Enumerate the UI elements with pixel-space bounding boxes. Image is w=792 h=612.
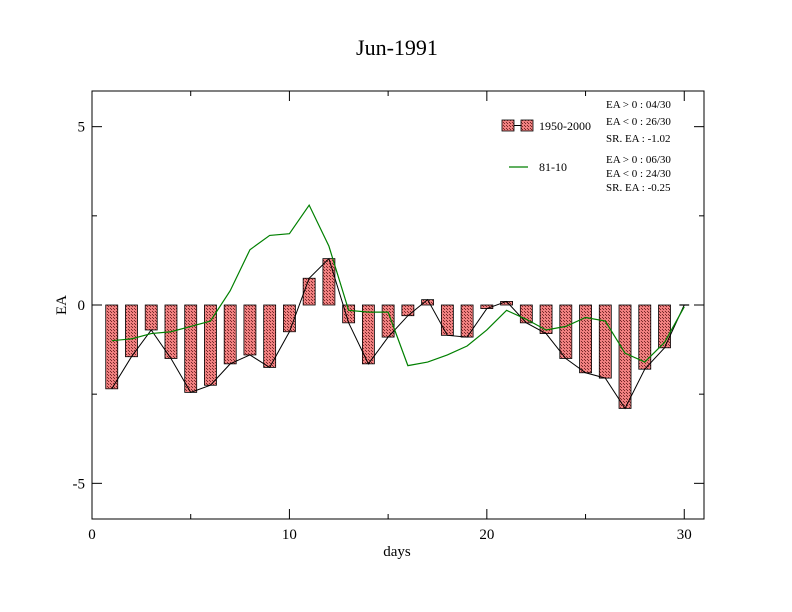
stats-bars: EA > 0 : 04/30 EA < 0 : 26/30 SR. EA : -… <box>606 99 671 145</box>
x-tick-label: 0 <box>88 527 96 543</box>
bar-day-18 <box>440 304 454 336</box>
bar-day-9 <box>263 304 277 368</box>
bar-day-7 <box>223 304 237 365</box>
chart-title: Jun-1991 <box>356 35 438 60</box>
bar-day-24 <box>559 304 573 359</box>
legend-entry-bars: 1950-2000 <box>501 119 591 133</box>
bar-day-12 <box>322 258 336 306</box>
bar-day-22 <box>519 304 533 324</box>
stat-line: EA > 0 : 04/30 <box>606 99 671 111</box>
stat-line: EA < 0 : 24/30 <box>606 168 671 180</box>
stat-line: EA > 0 : 06/30 <box>606 154 671 166</box>
x-axis-label: days <box>383 544 411 560</box>
y-axis-label: EA <box>54 295 70 315</box>
bar-day-6 <box>204 304 217 386</box>
x-tick-label: 20 <box>479 527 494 543</box>
bar-day-27 <box>618 304 632 409</box>
green-series-line <box>111 203 685 367</box>
bar-day-8 <box>243 304 257 356</box>
bar-day-26 <box>598 304 612 379</box>
bar-day-10 <box>283 304 296 333</box>
stats-line: EA > 0 : 06/30 EA < 0 : 24/30 SR. EA : -… <box>606 154 671 194</box>
bar-day-19 <box>460 304 474 338</box>
legend: 1950-2000 81-10 EA > 0 : 04/30 EA < 0 : … <box>501 99 671 194</box>
bar-day-5 <box>184 304 198 393</box>
bar-series <box>105 258 671 409</box>
legend-bar-swatch-right <box>520 119 534 132</box>
legend-entry-line: 81-10 <box>509 160 567 174</box>
bar-day-16 <box>401 304 415 317</box>
x-tick-label: 30 <box>677 527 692 543</box>
stat-line: SR. EA : -1.02 <box>606 133 670 145</box>
stat-line: EA < 0 : 26/30 <box>606 116 671 128</box>
legend-bar-label: 1950-2000 <box>539 119 591 133</box>
y-tick-label: 5 <box>78 120 86 136</box>
bar-outline-line <box>111 257 685 410</box>
bar-day-25 <box>579 304 592 374</box>
bar-day-1 <box>105 304 119 390</box>
legend-line-label: 81-10 <box>539 160 567 174</box>
x-tick-label: 10 <box>282 527 297 543</box>
legend-bar-swatch-left <box>501 119 515 132</box>
bar-day-2 <box>125 304 138 358</box>
axes: 0 10 20 30 -5 0 5 <box>73 91 704 543</box>
stat-line: SR. EA : -0.25 <box>606 182 671 194</box>
bar-day-3 <box>144 304 158 331</box>
bar-values-line <box>111 257 685 410</box>
green-line-series <box>111 203 685 367</box>
bar-day-11 <box>302 277 316 306</box>
y-tick-label: 0 <box>78 298 86 314</box>
y-tick-label: -5 <box>73 476 86 492</box>
